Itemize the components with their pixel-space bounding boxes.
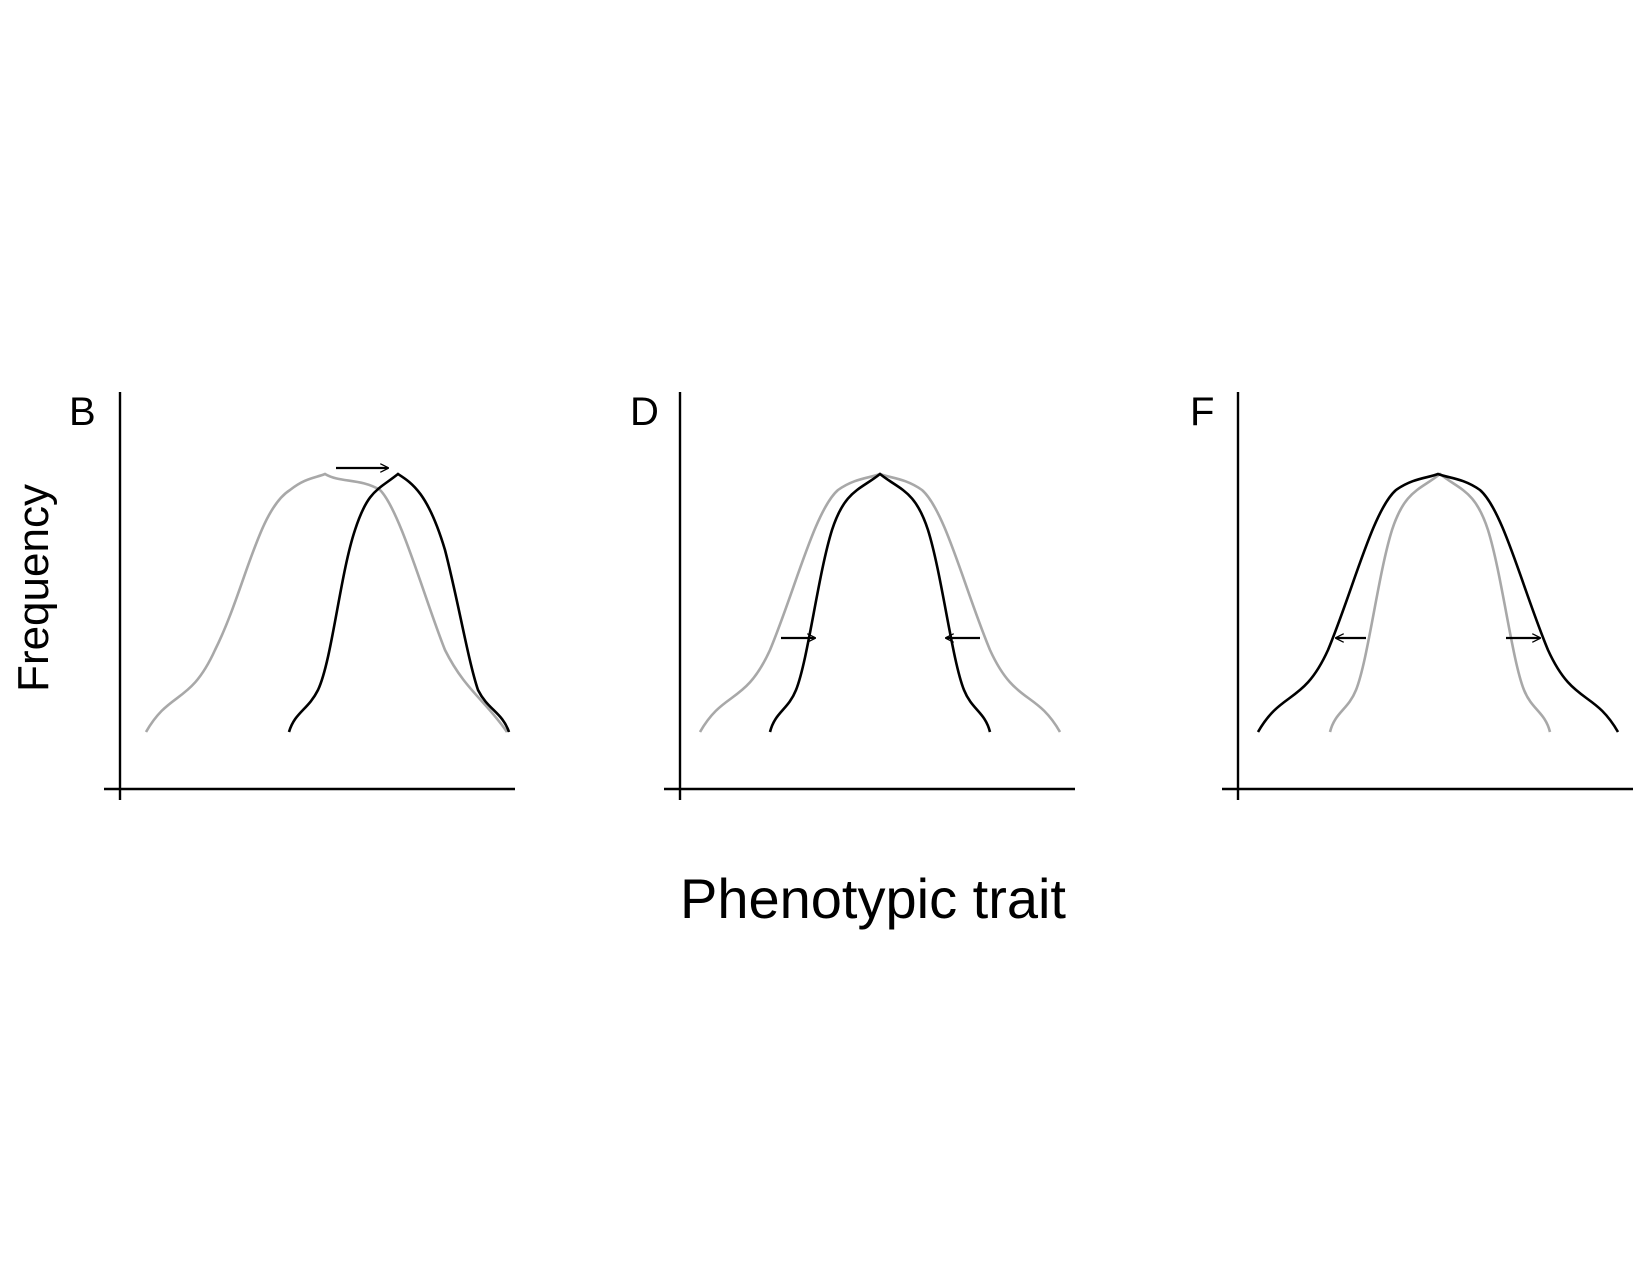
panel-b: B (69, 390, 515, 800)
panel-f-original-curve (1328, 472, 1552, 733)
panel-b-original-curve (144, 472, 509, 733)
panel-b-letter: B (69, 390, 96, 434)
panel-d-original-curve (698, 472, 1062, 733)
panel-d: D (630, 390, 1075, 800)
panel-b-selected-curve (287, 472, 511, 733)
y-axis-label: Frequency (9, 484, 58, 692)
panel-f-letter: F (1190, 390, 1214, 434)
panel-f: F (1190, 390, 1633, 800)
x-axis-label: Phenotypic trait (680, 867, 1066, 930)
panel-f-selected-curve (1256, 472, 1620, 733)
panel-d-selected-curve (768, 472, 992, 733)
panel-d-letter: D (630, 390, 659, 434)
